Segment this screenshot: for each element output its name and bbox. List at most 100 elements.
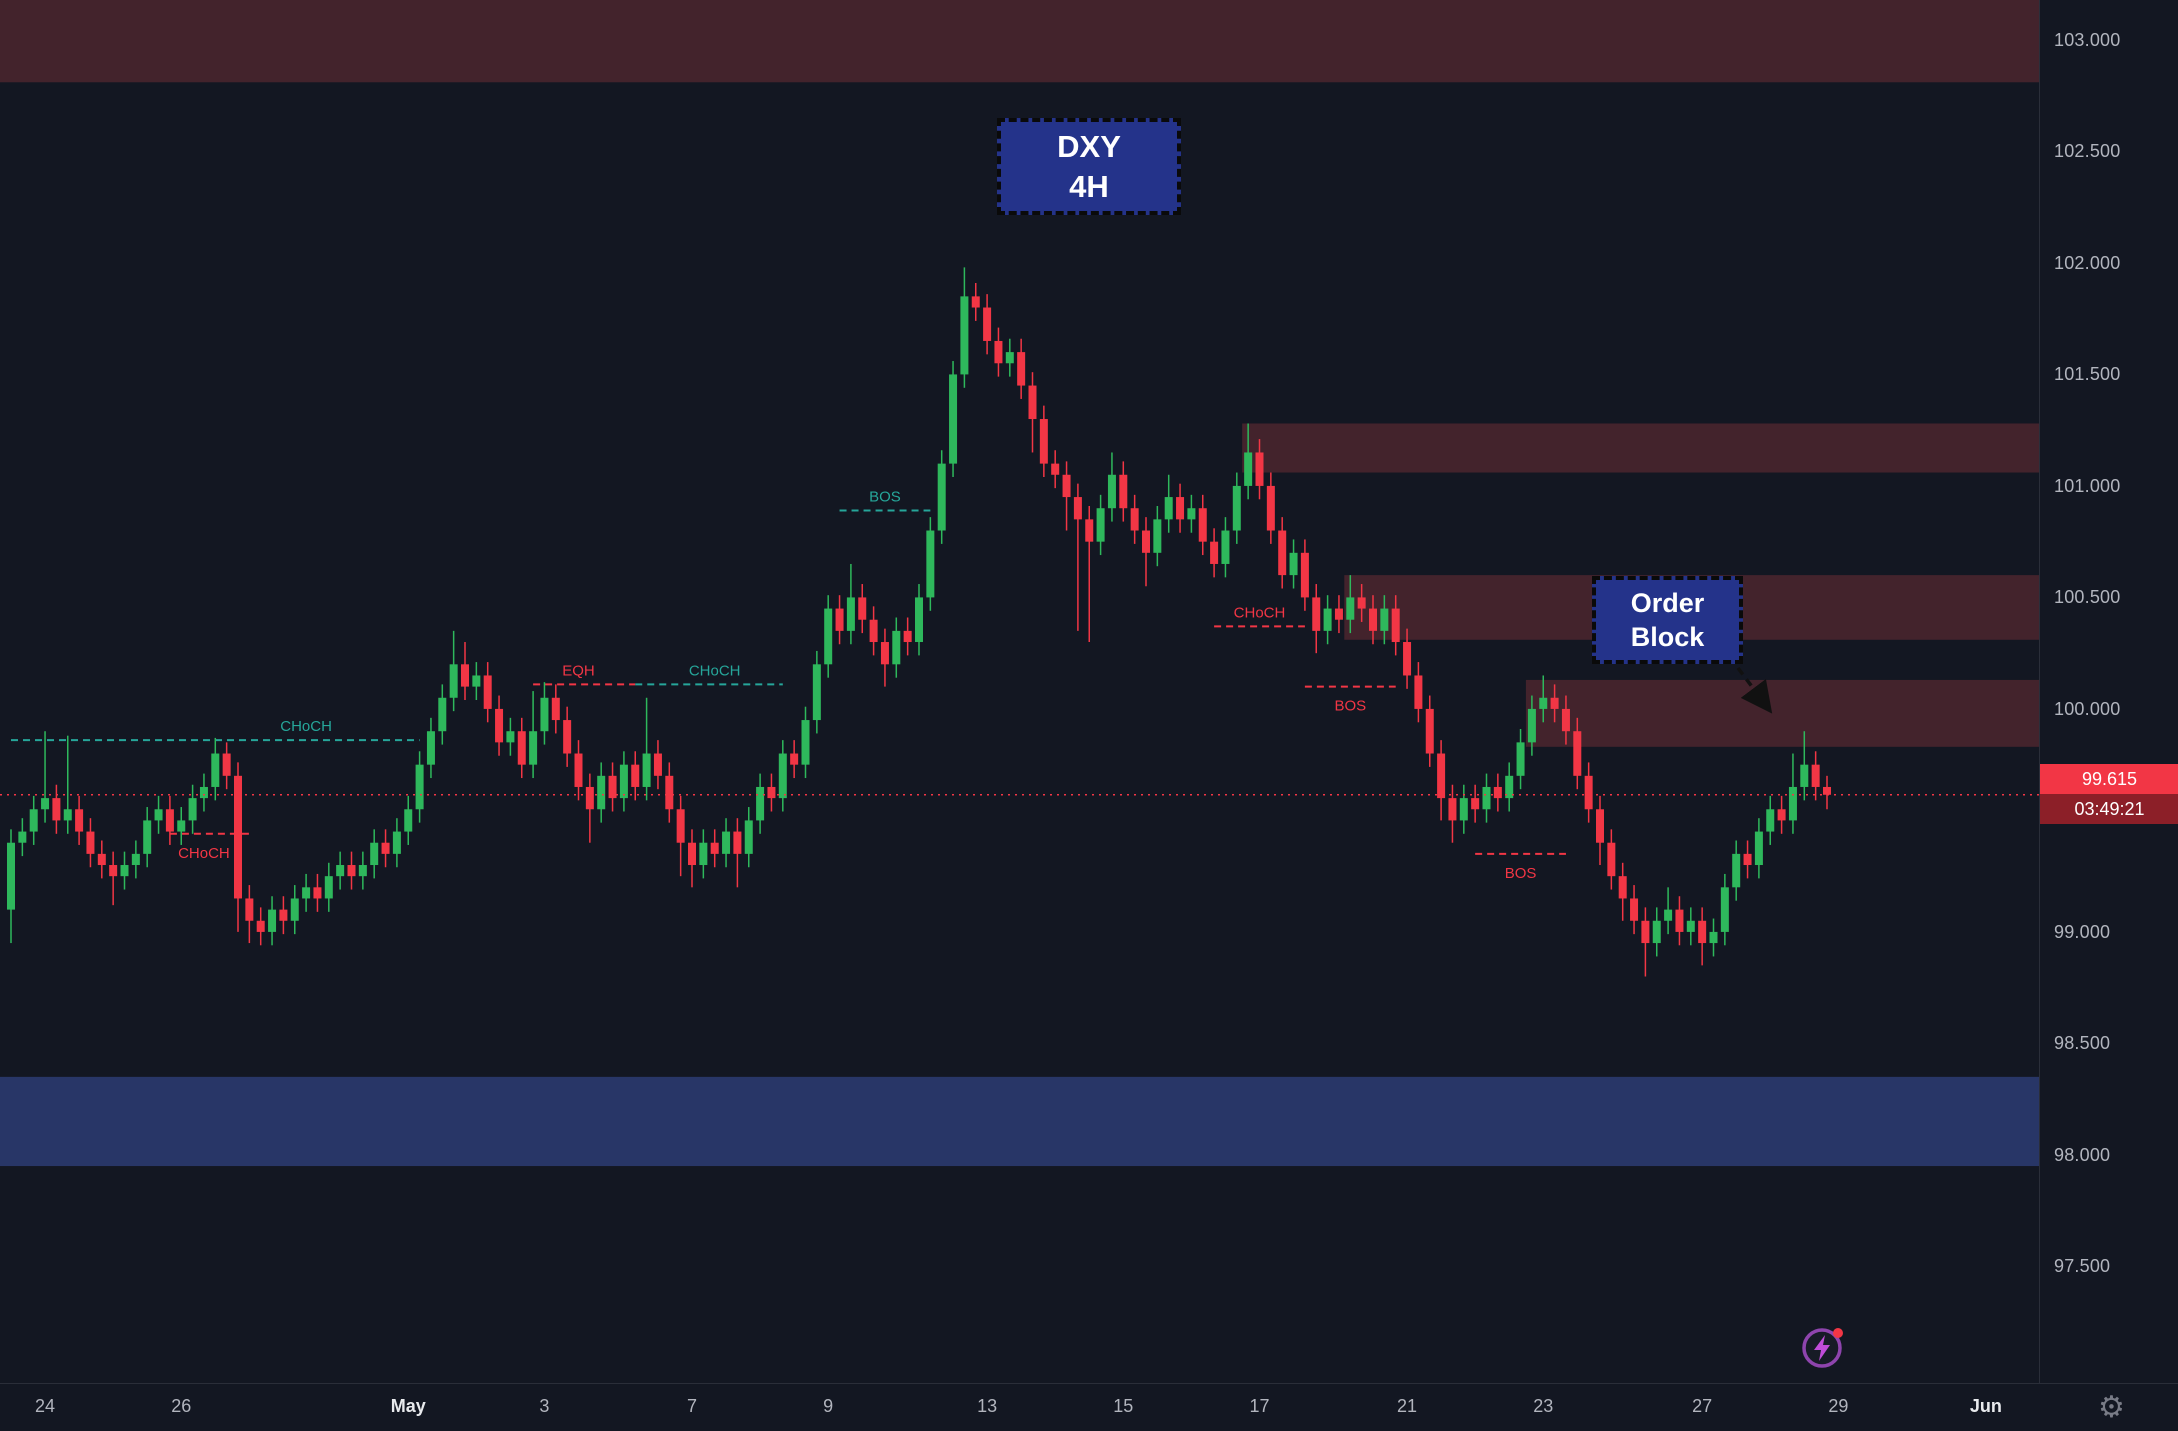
candle [449,664,458,698]
structure-label-choch: CHoCH [689,662,741,679]
candle [1754,831,1763,866]
time-axis-label-24: 24 [35,1396,56,1416]
candle [1493,786,1502,799]
candle [812,664,821,721]
structure-label-choch: CHoCH [1234,604,1286,621]
candle [199,786,208,799]
candle [1596,809,1604,843]
candle [971,296,980,308]
candle [29,809,38,832]
order-block-label-line2: Block [1630,622,1705,652]
candle [256,920,265,932]
candle [1403,642,1412,676]
bar-countdown: 03:49:21 [2040,793,2178,824]
current-price-value: 99.615 [2040,763,2178,794]
time-axis-label-26: 26 [171,1396,192,1416]
candle [1323,608,1332,631]
candle [1584,775,1593,810]
price-axis-label: 101.500 [2054,364,2121,385]
time-axis[interactable]: ⚙ 24 26 May 3 7 9 13 15 17 21 23 27 29 Jun [0,1383,2178,1431]
candle [426,731,435,765]
time-axis-label-29: 29 [1828,1396,1849,1416]
candle [1788,786,1797,821]
candle [1448,798,1457,821]
candle [279,909,288,921]
structure-label-bos: BOS [1505,865,1537,882]
candle [86,831,95,854]
candle [1005,352,1014,364]
candle [540,697,549,732]
candle [1073,497,1082,520]
candle [1550,697,1559,709]
candle [1743,853,1752,866]
candle [415,764,424,810]
candle [1210,541,1219,564]
candle [245,898,254,921]
candle [336,865,345,877]
candle [1664,909,1673,921]
candle [597,775,606,810]
price-axis-label: 101.000 [2054,475,2121,496]
candle [1164,497,1173,520]
chart-canvas[interactable]: CHoCH CHoCH EQH CHoCH BOS CHoCH BOS BOS DXY 4H … [0,0,2039,1383]
candle [949,374,958,464]
candle [268,909,277,932]
candle [1244,452,1253,486]
candle [722,831,731,854]
candle [1369,608,1377,631]
candle [506,731,515,743]
candle [1641,920,1650,944]
candle [370,842,379,866]
candle [767,786,776,799]
candle [483,675,492,709]
demand-zone-98[interactable] [0,1076,2039,1167]
supply-zone-101[interactable] [1242,423,2039,473]
candle [858,597,867,620]
candle [1698,920,1707,944]
candle [1130,508,1139,531]
candle [324,876,333,899]
candle [1028,385,1037,420]
time-axis-label-3: 3 [539,1396,550,1416]
price-axis-label: 102.000 [2054,252,2121,273]
candlestick-chart: CHoCH CHoCH EQH CHoCH BOS CHoCH BOS BOS [0,0,2039,1167]
candle [1516,742,1525,776]
time-axis-label-jun: Jun [1969,1396,2002,1416]
candle [1686,920,1695,932]
candle [824,608,833,665]
candle [41,798,50,810]
candle [1278,530,1287,576]
order-block-zone[interactable] [1525,679,2039,747]
candle [1414,675,1423,709]
structure-label-choch: CHoCH [280,718,332,735]
candle [778,753,787,799]
candle [1709,931,1718,944]
candle [529,731,538,765]
candle [710,842,719,854]
candle [1039,419,1048,464]
candle [313,887,322,899]
candle [937,463,946,531]
structure-label-bos: BOS [1334,698,1366,715]
candle [1732,853,1741,888]
time-axis-label-9: 9 [823,1396,834,1416]
price-axis[interactable]: 99.615 03:49:21 103.000 102.500 102.000 101… [2039,0,2178,1383]
candle [915,597,923,643]
candle [1607,842,1616,877]
candle [63,809,72,821]
structure-label-eqh: EQH [562,662,595,679]
candle [131,853,140,866]
supply-zone-top[interactable] [0,0,2039,83]
candle [994,340,1003,364]
candle [1232,485,1241,531]
candle [699,842,708,866]
gear-icon[interactable]: ⚙ [2098,1391,2125,1424]
candle [1357,597,1366,609]
candle [461,664,469,687]
candle [1176,497,1185,520]
symbol-timeframe-box[interactable]: DXY 4H [997,118,1181,215]
order-block-label-box[interactable]: Order Block [1592,576,1743,664]
candle [1391,608,1400,643]
order-block-label-line1: Order [1630,588,1705,618]
